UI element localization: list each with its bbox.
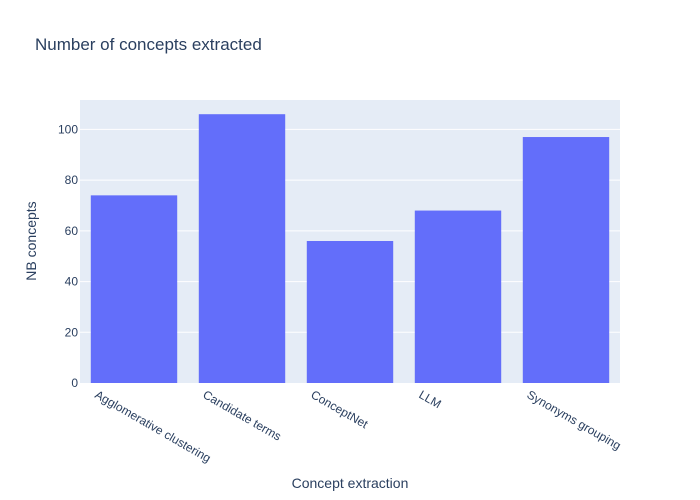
bar-candidate-terms[interactable] [198, 114, 286, 383]
x-tick-label: LLM [417, 387, 444, 411]
x-tick-label: Candidate terms [201, 387, 284, 443]
y-tick-label: 40 [65, 275, 79, 289]
bar-conceptnet[interactable] [306, 240, 394, 383]
chart-title: Number of concepts extracted [35, 35, 262, 54]
y-axis-title: NB concepts [23, 201, 39, 280]
y-tick-label: 0 [71, 376, 78, 390]
bar-synonyms-grouping[interactable] [522, 137, 610, 383]
bar-agglomerative-clustering[interactable] [90, 195, 178, 383]
y-tick-label: 80 [65, 173, 79, 187]
x-tick-label: ConceptNet [309, 387, 371, 431]
y-axis-ticks: 0 20 40 60 80 100 [58, 122, 78, 390]
bars [90, 114, 610, 383]
x-tick-label: Synonyms grouping [525, 387, 624, 452]
y-tick-label: 20 [65, 325, 79, 339]
y-tick-label: 60 [65, 224, 79, 238]
x-axis-title: Concept extraction [292, 475, 409, 491]
x-tick-label: Agglomerative clustering [93, 387, 214, 465]
y-tick-label: 100 [58, 122, 78, 136]
bar-llm[interactable] [414, 210, 502, 383]
